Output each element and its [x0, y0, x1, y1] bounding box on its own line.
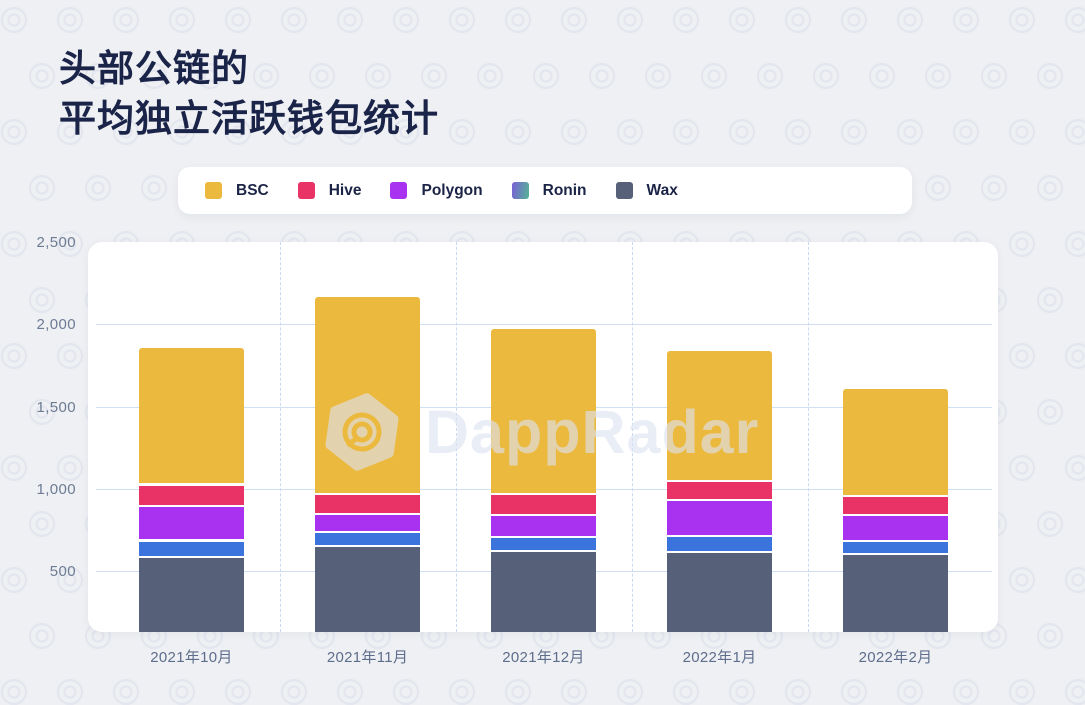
bar-segment-ronin-2021年11月[interactable]: [315, 533, 420, 548]
bar-segment-polygon-2021年11月[interactable]: [315, 515, 420, 534]
legend-label: BSC: [236, 181, 269, 199]
bar-segment-bsc-2021年10月[interactable]: [139, 348, 244, 486]
bar-segment-ronin-2021年12月[interactable]: [491, 538, 596, 553]
bar-2022年2月[interactable]: [843, 242, 948, 632]
bar-segment-bsc-2022年1月[interactable]: [667, 350, 772, 483]
bar-segment-hive-2021年11月[interactable]: [315, 494, 420, 516]
y-axis-tick-2000: 2,000: [36, 316, 76, 334]
legend-item-hive[interactable]: Hive: [297, 181, 362, 200]
bar-segment-ronin-2022年1月[interactable]: [667, 537, 772, 553]
legend-label: Polygon: [421, 181, 483, 199]
page-title-line1: 头部公链的: [59, 48, 249, 89]
bar-segment-polygon-2022年1月[interactable]: [667, 501, 772, 538]
bar-segment-polygon-2022年2月[interactable]: [843, 516, 948, 543]
bar-segment-polygon-2021年10月[interactable]: [139, 506, 244, 542]
bar-segment-bsc-2022年2月[interactable]: [843, 389, 948, 498]
month-separator-dashed-line: [631, 242, 633, 632]
bar-segment-hive-2022年1月[interactable]: [667, 482, 772, 502]
x-axis-label-2021年10月: 2021年10月: [150, 649, 233, 666]
legend-item-wax[interactable]: Wax: [615, 181, 678, 200]
y-axis-tick-1000: 1,000: [36, 480, 76, 498]
legend-label: Wax: [646, 181, 678, 199]
x-axis-label-2021年11月: 2021年11月: [326, 649, 409, 666]
bar-2022年1月[interactable]: [667, 242, 772, 632]
bar-segment-hive-2022年2月[interactable]: [843, 497, 948, 516]
legend-item-bsc[interactable]: BSC: [205, 182, 269, 200]
legend-item-ronin[interactable]: Ronin: [511, 181, 587, 200]
y-axis-tick-500: 500: [49, 563, 76, 581]
legend-swatch-wax: [615, 182, 633, 199]
gridline-2000: [96, 324, 992, 326]
bar-segment-hive-2021年12月[interactable]: [491, 495, 596, 516]
bar-segment-bsc-2021年11月[interactable]: [315, 297, 420, 495]
legend-label: Hive: [328, 181, 362, 199]
legend-item-polygon[interactable]: Polygon: [390, 181, 483, 200]
bar-segment-hive-2021年10月[interactable]: [139, 485, 244, 507]
month-separator-dashed-line: [279, 242, 281, 632]
bar-segment-ronin-2022年2月[interactable]: [843, 542, 948, 555]
bar-segment-ronin-2021年10月[interactable]: [139, 541, 244, 558]
page-title: 头部公链的 平均独立活跃钱包统计: [59, 44, 439, 145]
x-axis-label-2022年2月: 2022年2月: [858, 649, 933, 666]
bar-segment-polygon-2021年12月[interactable]: [491, 516, 596, 539]
legend-swatch-polygon: [390, 182, 408, 199]
chart-legend: BSC Hive Polygon Ronin Wax: [178, 167, 912, 214]
bar-segment-wax-2021年10月[interactable]: [139, 557, 244, 632]
y-axis-tick-2500: 2,500: [36, 234, 76, 251]
x-axis-label-2021年12月: 2021年12月: [502, 649, 585, 666]
bar-segment-bsc-2021年12月[interactable]: [491, 329, 596, 496]
bar-2021年10月[interactable]: [139, 242, 244, 632]
legend-swatch-ronin: [511, 182, 529, 199]
x-axis-label-2022年1月: 2022年1月: [682, 649, 757, 666]
chart-plot-area: [88, 242, 998, 632]
legend-swatch-bsc: [205, 182, 222, 199]
legend-swatch-hive: [297, 182, 315, 199]
bar-2021年12月[interactable]: [491, 242, 596, 632]
bar-segment-wax-2021年12月[interactable]: [491, 552, 596, 632]
page-title-line2: 平均独立活跃钱包统计: [59, 98, 439, 140]
y-axis-tick-1500: 1,500: [36, 398, 76, 416]
bar-2021年11月[interactable]: [315, 242, 420, 632]
month-separator-dashed-line: [807, 242, 809, 632]
bar-segment-wax-2021年11月[interactable]: [315, 547, 420, 632]
bar-segment-wax-2022年1月[interactable]: [667, 553, 772, 632]
month-separator-dashed-line: [455, 242, 457, 632]
legend-label: Ronin: [542, 181, 587, 199]
bar-segment-wax-2022年2月[interactable]: [843, 554, 948, 632]
